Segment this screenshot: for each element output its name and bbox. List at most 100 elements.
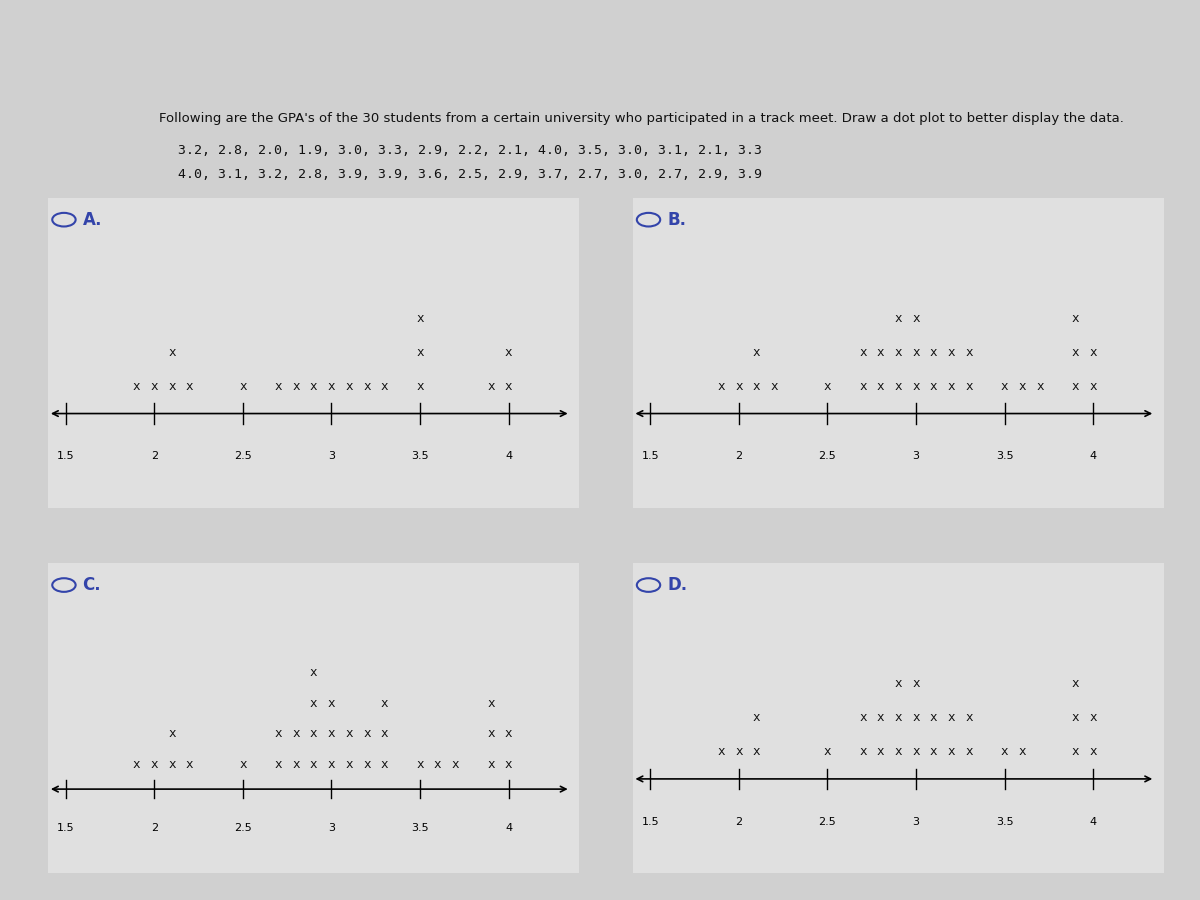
Text: 1.5: 1.5 xyxy=(56,451,74,461)
Text: Following are the GPA's of the 30 students from a certain university who partici: Following are the GPA's of the 30 studen… xyxy=(160,112,1124,125)
Text: x: x xyxy=(894,711,902,724)
Text: x: x xyxy=(948,711,955,724)
Text: 3.5: 3.5 xyxy=(996,816,1013,826)
Text: x: x xyxy=(150,758,158,770)
Text: x: x xyxy=(930,346,937,359)
Text: x: x xyxy=(239,380,247,393)
Text: x: x xyxy=(133,380,140,393)
Text: x: x xyxy=(434,758,442,770)
Text: x: x xyxy=(894,380,902,393)
Text: x: x xyxy=(1072,711,1079,724)
Text: x: x xyxy=(328,758,335,770)
Text: C.: C. xyxy=(83,576,101,594)
Text: x: x xyxy=(930,745,937,759)
Text: x: x xyxy=(346,380,353,393)
Text: x: x xyxy=(364,727,371,741)
Text: x: x xyxy=(894,677,902,690)
Text: x: x xyxy=(1072,677,1079,690)
Text: x: x xyxy=(912,745,919,759)
Text: x: x xyxy=(487,727,494,741)
Text: x: x xyxy=(859,745,866,759)
Text: 2: 2 xyxy=(736,816,743,826)
Text: x: x xyxy=(310,380,318,393)
Text: x: x xyxy=(293,727,300,741)
Text: x: x xyxy=(1072,346,1079,359)
Text: 2.5: 2.5 xyxy=(818,451,836,461)
Text: x: x xyxy=(380,758,389,770)
Text: x: x xyxy=(752,745,761,759)
Text: x: x xyxy=(346,758,353,770)
Text: x: x xyxy=(186,758,193,770)
Text: x: x xyxy=(168,727,175,741)
Text: x: x xyxy=(364,380,371,393)
Text: x: x xyxy=(380,697,389,710)
Text: x: x xyxy=(275,380,282,393)
Text: x: x xyxy=(859,346,866,359)
Text: x: x xyxy=(328,697,335,710)
Text: 3.5: 3.5 xyxy=(996,451,1013,461)
Text: x: x xyxy=(505,380,512,393)
Text: x: x xyxy=(930,711,937,724)
Text: x: x xyxy=(752,711,761,724)
Text: x: x xyxy=(736,380,743,393)
Text: 1.5: 1.5 xyxy=(642,451,659,461)
Text: x: x xyxy=(912,311,919,325)
Text: x: x xyxy=(505,758,512,770)
Text: x: x xyxy=(877,745,884,759)
Text: 1.5: 1.5 xyxy=(56,823,74,832)
Text: x: x xyxy=(770,380,778,393)
Text: x: x xyxy=(736,745,743,759)
Text: x: x xyxy=(912,711,919,724)
Text: x: x xyxy=(505,727,512,741)
Text: x: x xyxy=(487,758,494,770)
Text: x: x xyxy=(416,380,424,393)
Text: 2.5: 2.5 xyxy=(818,816,836,826)
Text: x: x xyxy=(894,311,902,325)
Text: x: x xyxy=(912,380,919,393)
Text: x: x xyxy=(275,727,282,741)
Text: 4: 4 xyxy=(505,823,512,832)
Text: B.: B. xyxy=(667,211,686,229)
Text: x: x xyxy=(1072,380,1079,393)
Text: x: x xyxy=(487,697,494,710)
Text: x: x xyxy=(912,346,919,359)
Text: x: x xyxy=(416,311,424,325)
Text: x: x xyxy=(912,677,919,690)
Text: x: x xyxy=(1090,346,1097,359)
Text: x: x xyxy=(133,758,140,770)
Text: x: x xyxy=(380,380,389,393)
Text: 2: 2 xyxy=(151,451,158,461)
Text: x: x xyxy=(487,380,494,393)
Text: 2: 2 xyxy=(736,451,743,461)
Text: x: x xyxy=(168,380,175,393)
Text: 4.0, 3.1, 3.2, 2.8, 3.9, 3.9, 3.6, 2.5, 2.9, 3.7, 2.7, 3.0, 2.7, 2.9, 3.9: 4.0, 3.1, 3.2, 2.8, 3.9, 3.9, 3.6, 2.5, … xyxy=(178,168,762,182)
Text: x: x xyxy=(1090,745,1097,759)
Text: x: x xyxy=(877,380,884,393)
Text: x: x xyxy=(310,727,318,741)
Text: 1.5: 1.5 xyxy=(642,816,659,826)
Text: 2: 2 xyxy=(151,823,158,832)
Text: x: x xyxy=(380,727,389,741)
Text: x: x xyxy=(1037,380,1044,393)
Text: x: x xyxy=(310,666,318,680)
Text: x: x xyxy=(948,380,955,393)
Text: x: x xyxy=(930,380,937,393)
Text: x: x xyxy=(965,711,973,724)
Text: x: x xyxy=(1001,745,1008,759)
Text: x: x xyxy=(877,346,884,359)
Text: x: x xyxy=(877,711,884,724)
Text: x: x xyxy=(948,346,955,359)
Text: x: x xyxy=(328,727,335,741)
Text: x: x xyxy=(752,346,761,359)
Text: x: x xyxy=(859,380,866,393)
Text: x: x xyxy=(293,380,300,393)
Text: 3: 3 xyxy=(912,816,919,826)
Text: x: x xyxy=(168,758,175,770)
Text: x: x xyxy=(416,346,424,359)
Text: x: x xyxy=(416,758,424,770)
Text: x: x xyxy=(239,758,247,770)
Text: 2.5: 2.5 xyxy=(234,451,252,461)
Text: 4: 4 xyxy=(505,451,512,461)
Text: x: x xyxy=(718,745,725,759)
Text: x: x xyxy=(965,380,973,393)
